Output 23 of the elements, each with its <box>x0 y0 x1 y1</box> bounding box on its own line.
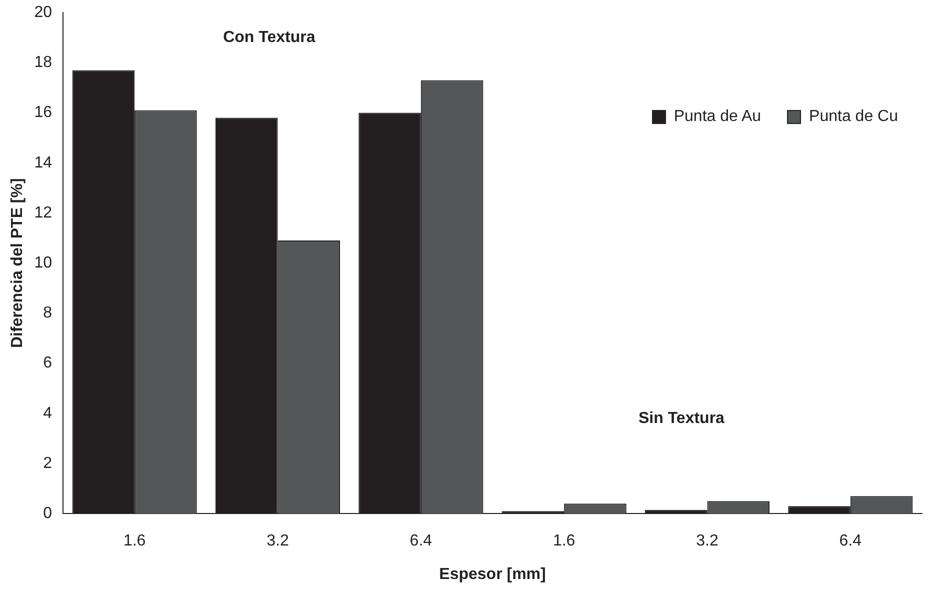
y-tick-label: 8 <box>43 304 52 322</box>
y-tick-label: 10 <box>34 254 52 272</box>
y-tick-label: 4 <box>43 404 52 422</box>
x-tick-label: 3.2 <box>696 532 718 550</box>
x-tick-label: 1.6 <box>123 532 146 550</box>
y-tick-label: 16 <box>34 104 52 122</box>
legend-label: Punta de Au <box>674 108 762 126</box>
y-tick-label: 14 <box>34 154 52 172</box>
x-tick-label: 6.4 <box>839 532 862 550</box>
annotation: Sin Textura <box>638 410 725 427</box>
x-axis-title: Espesor [mm] <box>439 566 546 583</box>
annotation: Con Textura <box>223 29 316 46</box>
y-tick-label: 18 <box>34 54 52 72</box>
legend-label: Punta de Cu <box>809 108 898 126</box>
y-tick-label: 12 <box>34 204 52 222</box>
y-tick-label: 6 <box>43 354 52 372</box>
x-tick-label: 6.4 <box>410 532 432 550</box>
y-tick-label: 0 <box>43 505 52 522</box>
x-tick-label: 1.6 <box>552 532 576 550</box>
y-tick-label: 2 <box>43 454 52 472</box>
x-tick-label: 3.2 <box>266 532 289 550</box>
y-axis-title: Diferencia del PTE [%] <box>9 178 26 348</box>
y-tick-label: 20 <box>34 4 52 22</box>
